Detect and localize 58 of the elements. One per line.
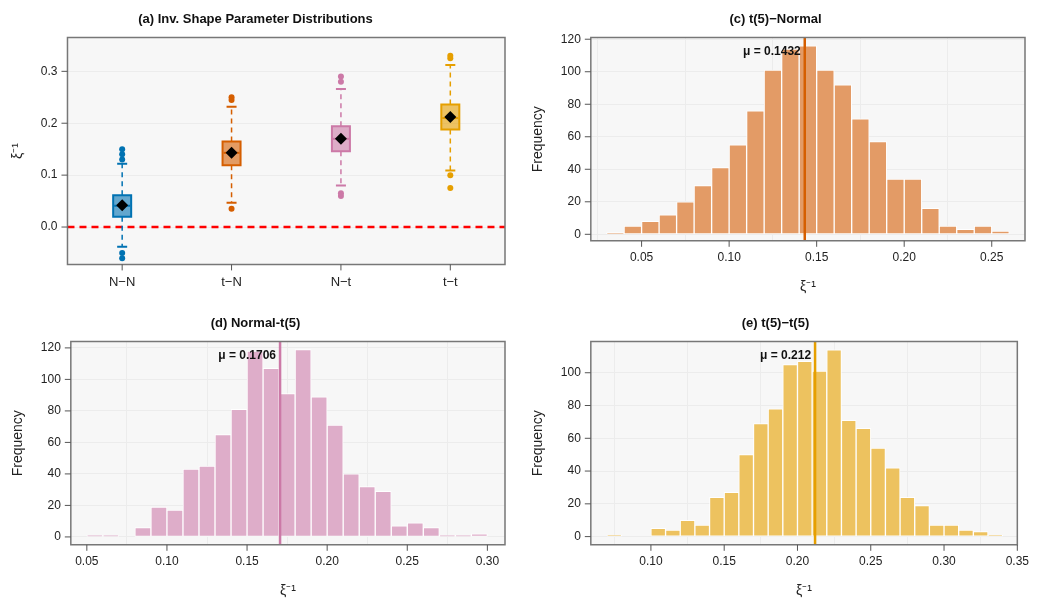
y-tick-label: 20 [47,497,62,512]
x-tick-label: 0.20 [785,554,810,569]
y-tick-label: 0 [574,528,582,543]
x-tick-label: 0.05 [629,250,654,265]
y-tick-label: 0.0 [40,219,58,234]
y-tick-label: 20 [567,194,582,209]
x-axis-title: ξ⁻¹ [279,582,297,599]
y-tick-label: 100 [560,64,582,79]
x-tick-label: t−N [221,273,242,289]
y-tick-label: 60 [567,430,582,445]
y-tick-label: 100 [40,371,62,386]
y-tick-label: 40 [47,466,62,481]
x-tick-label: 0.25 [395,554,420,569]
y-tick-label: 100 [560,365,582,380]
y-tick-label: 80 [567,397,582,412]
x-tick-label: 0.10 [639,554,663,569]
x-tick-label: 0.25 [980,250,1004,265]
y-tick-label: 120 [560,31,582,46]
y-tick-label: 80 [47,403,62,418]
x-axis-title: ξ⁻¹ [799,278,817,295]
x-tick-label: 0.35 [1005,554,1030,569]
chart-title: (e) t(5)−t(5) [741,315,810,331]
x-axis-title: ξ⁻¹ [796,582,813,599]
y-tick-label: 20 [567,496,582,511]
y-tick-label: 0.3 [40,63,58,78]
x-tick-label: 0.20 [892,250,917,265]
x-tick-label: N−t [330,273,352,289]
y-tick-label: 60 [47,434,62,449]
x-tick-label: N−N [108,273,136,289]
x-tick-label: 0.10 [155,554,179,569]
y-tick-label: 0 [574,226,582,241]
x-tick-label: 0.20 [315,554,340,569]
x-tick-label: 0.05 [75,554,99,569]
ref-line-label: μ = 0.212 [760,347,812,362]
x-tick-label: t−t [442,273,459,289]
y-axis-title: Frequency [529,410,546,477]
y-tick-label: 40 [567,463,582,478]
y-tick-label: 0 [54,529,62,544]
chart-title: (c) t(5)−Normal [729,11,822,27]
y-tick-label: 40 [567,161,582,176]
y-tick-label: 120 [40,340,62,355]
y-tick-label: 0.2 [40,115,58,130]
x-tick-label: 0.30 [475,554,500,569]
x-tick-label: 0.15 [804,250,829,265]
x-tick-label: 0.10 [717,250,742,265]
x-tick-label: 0.15 [712,554,737,569]
chart-title: (d) Normal-t(5) [210,315,301,331]
x-tick-label: 0.15 [235,554,260,569]
y-axis-title: Frequency [9,410,26,477]
y-tick-label: 60 [567,129,582,144]
ref-line-label: μ = 0.1706 [218,347,277,362]
y-tick-label: 80 [567,96,582,111]
x-tick-label: 0.30 [932,554,957,569]
y-tick-label: 0.1 [40,167,58,182]
chart-title: (a) Inv. Shape Parameter Distributions [138,11,373,27]
x-tick-label: 0.25 [859,554,883,569]
y-axis-title: ξ⁻¹ [9,142,26,159]
y-axis-title: Frequency [529,106,546,173]
